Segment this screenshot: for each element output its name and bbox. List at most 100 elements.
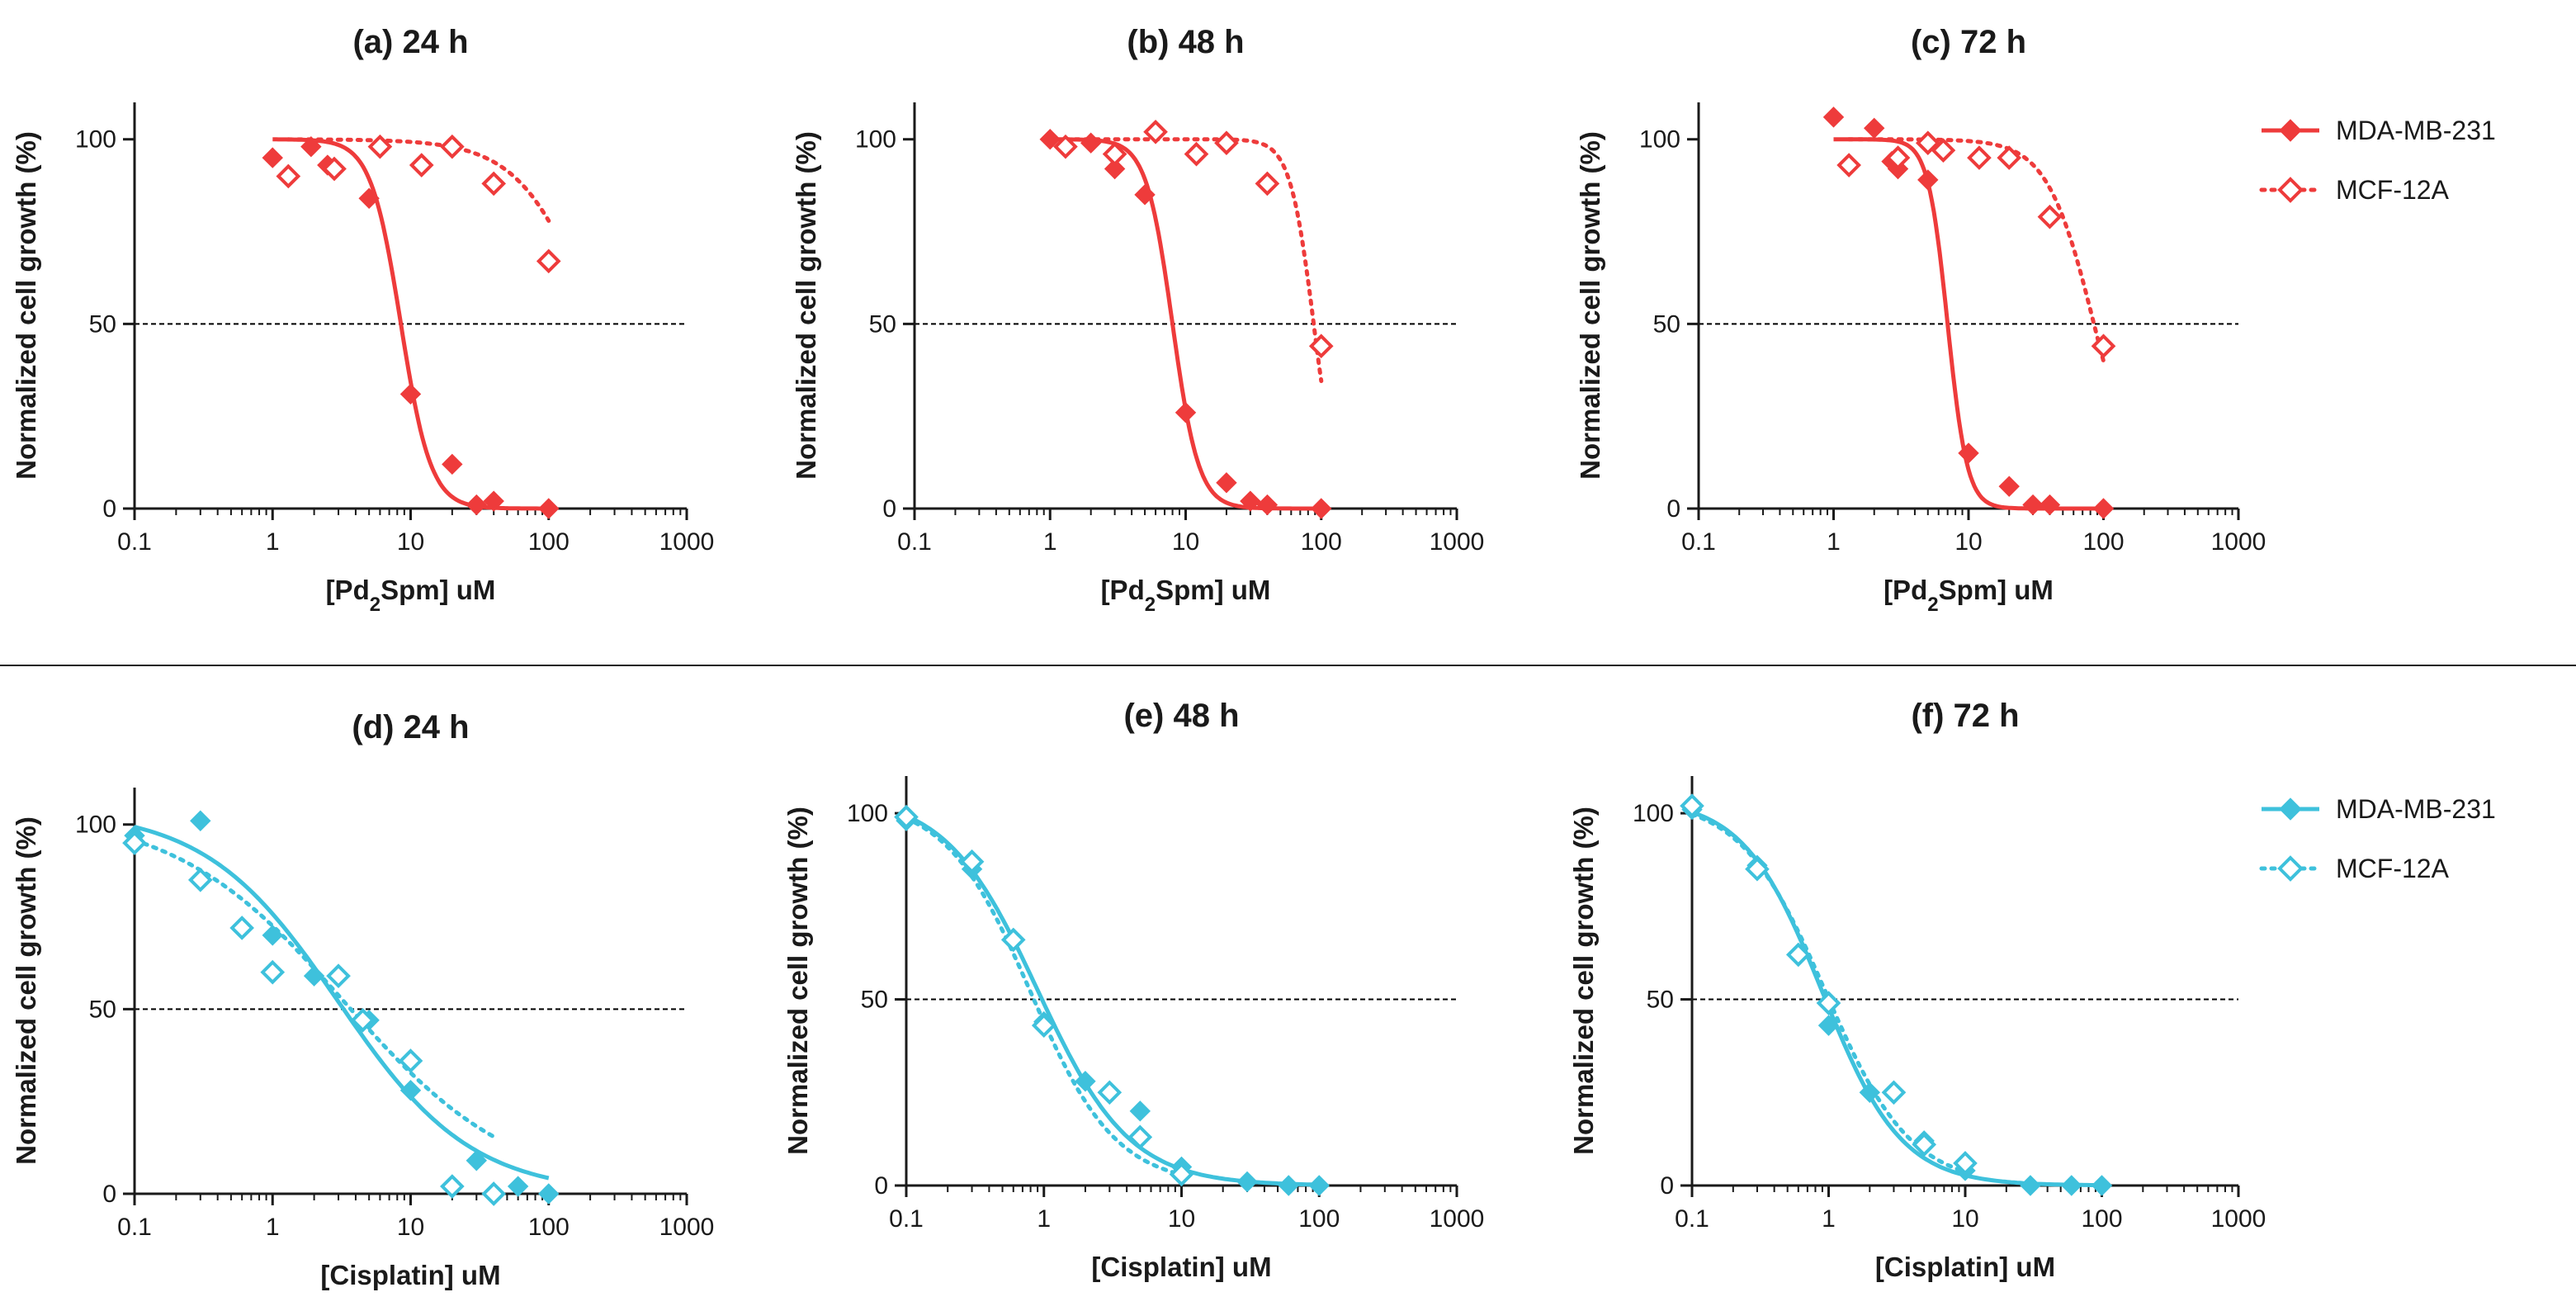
data-point (1997, 145, 2022, 170)
data-point (399, 383, 422, 405)
data-point (1031, 1013, 1056, 1038)
data-point (409, 153, 434, 177)
data-point (2022, 494, 2044, 516)
y-tick-label: 50 (89, 996, 116, 1023)
x-tick-label: 1 (1827, 528, 1841, 556)
legend-marker-icon (2277, 855, 2304, 882)
chart-panel: (a) 24 h 0.1 1 10 100 1000 0 50 100 [Pd2Spm] uM No… (11, 24, 714, 616)
data-point (1000, 927, 1026, 953)
x-tick-label: 10 (397, 528, 424, 556)
x-tick-label: 0.1 (117, 1214, 152, 1241)
data-point (1080, 132, 1102, 154)
chart-panel: (c) 72 h 0.1 1 10 100 1000 0 50 100 [Pd2Spm] uM No… (1575, 24, 2266, 616)
y-axis-label: Normalized cell growth (%) (782, 807, 813, 1155)
data-point (358, 187, 380, 209)
x-tick-label: 100 (2081, 1205, 2122, 1233)
series-line (132, 838, 496, 1139)
legend: MDA-MB-231 MCF-12A (2259, 794, 2496, 883)
series-line (1846, 137, 2106, 363)
x-tick-label: 100 (1298, 1205, 1340, 1233)
data-point (1134, 184, 1156, 206)
data-point (1836, 153, 1861, 177)
x-tick-label: 100 (528, 1214, 570, 1241)
chart-title: (c) 72 h (1911, 24, 2026, 60)
y-axis-label: Normalized cell growth (%) (11, 816, 41, 1165)
data-point (507, 1176, 529, 1197)
chart-panel: (d) 24 h 0.1 1 10 100 1000 0 50 100 [Cisplatin] u… (11, 709, 714, 1290)
y-tick-label: 100 (75, 812, 116, 839)
data-point (481, 1181, 507, 1206)
data-point (398, 1048, 423, 1073)
legend-marker-icon (2277, 177, 2304, 203)
y-tick-label: 0 (874, 1172, 888, 1200)
data-point (466, 1150, 488, 1171)
data-point (350, 1007, 376, 1033)
legend: MDA-MB-231 MCF-12A (2259, 116, 2496, 205)
data-point (1308, 1175, 1330, 1196)
data-point (536, 248, 561, 274)
data-point (1039, 129, 1061, 150)
y-axis-label: Normalized cell growth (%) (1575, 131, 1605, 480)
data-point (1859, 1081, 1881, 1103)
y-tick-label: 0 (1660, 1172, 1674, 1200)
data-point (1256, 494, 1279, 516)
x-tick-label: 100 (2082, 528, 2124, 556)
y-tick-label: 0 (882, 495, 896, 523)
data-point (260, 959, 286, 985)
chart-title: (b) 48 h (1127, 24, 1244, 60)
data-point (1240, 490, 1261, 512)
data-point (1216, 471, 1237, 494)
x-tick-label: 100 (528, 528, 570, 556)
data-point (1816, 991, 1841, 1015)
data-point (481, 171, 507, 196)
data-point (1097, 1080, 1123, 1105)
y-tick-label: 0 (102, 1181, 116, 1208)
data-point (300, 135, 322, 158)
series-line (1063, 137, 1324, 383)
y-tick-label: 100 (75, 126, 116, 154)
data-point (1102, 141, 1127, 167)
data-point (262, 147, 283, 168)
data-point (2092, 498, 2115, 519)
data-point (1143, 119, 1168, 144)
y-tick-label: 100 (855, 126, 896, 154)
data-point (1864, 117, 1885, 140)
data-point (442, 453, 463, 476)
data-point (1680, 793, 1704, 818)
x-tick-label: 1 (1043, 528, 1057, 556)
data-point (367, 134, 393, 159)
data-point (303, 965, 325, 987)
data-point (1255, 171, 1280, 196)
data-point (276, 163, 301, 189)
data-point (1881, 1080, 1907, 1105)
data-point (2091, 1175, 2113, 1196)
x-axis-label: [Cisplatin] uM (1091, 1252, 1271, 1282)
data-point (1785, 942, 1811, 968)
x-tick-label: 0.1 (117, 528, 152, 556)
y-tick-label: 100 (847, 800, 888, 827)
y-tick-label: 50 (861, 987, 888, 1014)
data-point (187, 867, 213, 892)
data-point (1129, 1100, 1151, 1122)
x-tick-label: 1000 (659, 1214, 715, 1241)
data-point (2039, 494, 2061, 516)
legend-label: MCF-12A (2336, 175, 2450, 205)
data-point (1308, 334, 1334, 359)
x-axis-label: [Cisplatin] uM (1875, 1252, 2055, 1282)
data-point (1175, 402, 1197, 424)
data-point (2091, 334, 2116, 359)
data-point (1912, 1132, 1937, 1157)
data-point (1822, 106, 1845, 128)
data-point (262, 925, 283, 946)
y-tick-label: 100 (1633, 800, 1674, 827)
y-tick-label: 0 (1666, 495, 1680, 523)
y-tick-label: 50 (1653, 310, 1680, 338)
data-point (1817, 1015, 1840, 1036)
chart-title: (d) 24 h (352, 709, 469, 745)
x-tick-label: 1 (266, 528, 280, 556)
y-axis-label: Normalized cell growth (%) (11, 131, 41, 480)
x-tick-label: 1000 (2211, 1205, 2266, 1233)
y-tick-label: 50 (869, 310, 896, 338)
